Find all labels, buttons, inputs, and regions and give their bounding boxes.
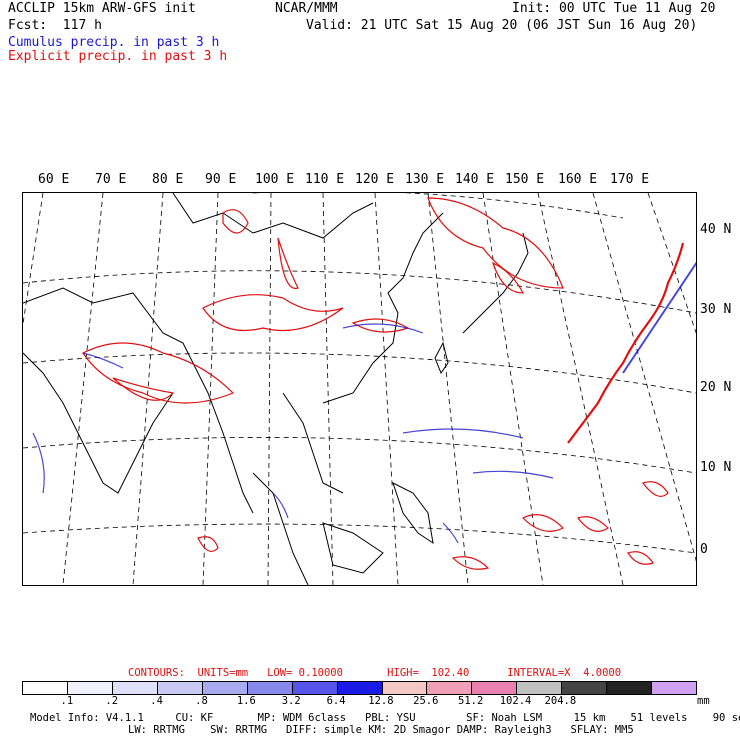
color-scale-tick: 3.2 [281, 695, 301, 707]
model-info-line1: Model Info: V4.1.1 CU: KF MP: WDM 6class… [30, 712, 740, 724]
lat-label: 0 [700, 542, 708, 557]
lat-line-30n [23, 270, 696, 314]
indochina-coast [282, 392, 344, 494]
lon-label: 90 E [205, 172, 237, 187]
forecast-hour: Fcst: 117 h [8, 18, 102, 33]
color-swatch [382, 682, 428, 694]
longitude-lines [23, 193, 696, 585]
borneo [322, 522, 384, 574]
lat-line-20n [23, 352, 696, 394]
lon-label: 70 E [95, 172, 127, 187]
explicit-label: Explicit precip. in past 3 h [8, 49, 228, 64]
lat-label: 30 N [700, 302, 732, 317]
color-swatch [472, 682, 518, 694]
lon-label: 160 E [558, 172, 598, 187]
mongolia-border [172, 193, 374, 239]
india-west-coast [23, 352, 174, 494]
philippines [392, 482, 434, 545]
color-swatch [652, 682, 697, 694]
color-scale-tick: 6.4 [326, 695, 346, 707]
lon-label: 120 E [355, 172, 395, 187]
precip-map [22, 192, 697, 586]
china-coast [322, 212, 444, 404]
cumulus-precip-contours [32, 261, 696, 544]
lon-label: 80 E [152, 172, 184, 187]
lat-label: 40 N [700, 222, 732, 237]
title-line1-left: ACCLIP 15km ARW-GFS init [8, 1, 196, 16]
india-coast [23, 287, 254, 514]
color-scale-tick: .1 [60, 695, 74, 707]
lon-label: 100 E [255, 172, 295, 187]
lon-label: 130 E [405, 172, 445, 187]
lat-line-0 [23, 523, 696, 554]
lat-label: 20 N [700, 380, 732, 395]
color-scale-tick: 25.6 [413, 695, 439, 707]
lon-label: 150 E [505, 172, 545, 187]
color-scale-tick: 204.8 [544, 695, 577, 707]
color-swatch [157, 682, 203, 694]
latitude-lines [23, 193, 696, 554]
color-scale-tick: .8 [195, 695, 208, 707]
lat-label: 10 N [700, 460, 732, 475]
init-time: Init: 00 UTC Tue 11 Aug 20 [512, 1, 716, 16]
color-scale-tick: 102.4 [499, 695, 532, 707]
model-info-line2: LW: RRTMG SW: RRTMG DIFF: simple KM: 2D … [128, 724, 634, 736]
color-swatch [67, 682, 113, 694]
color-swatch [202, 682, 248, 694]
lon-label: 110 E [305, 172, 345, 187]
color-scale-unit: mm [697, 695, 710, 707]
lon-label: 140 E [455, 172, 495, 187]
color-swatch [607, 682, 653, 694]
color-swatch [247, 682, 293, 694]
color-scale-tick: .2 [105, 695, 119, 707]
color-swatch [562, 682, 608, 694]
title-line1-center: NCAR/MMM [275, 1, 338, 16]
valid-time: Valid: 21 UTC Sat 15 Aug 20 (06 JST Sun … [306, 18, 698, 33]
color-swatch [337, 682, 383, 694]
japan [462, 232, 529, 334]
lat-line-10n [23, 437, 696, 474]
color-scale-tick: 1.6 [236, 695, 256, 707]
color-scale-tick: .4 [150, 695, 163, 707]
color-swatch [292, 682, 338, 694]
taiwan [434, 341, 449, 375]
malay-peninsula [252, 472, 309, 585]
color-swatch [517, 682, 563, 694]
color-swatch [427, 682, 473, 694]
lon-label: 60 E [38, 172, 70, 187]
coastlines [23, 193, 529, 585]
color-scale-bar [22, 681, 697, 695]
explicit-precip-contours [82, 197, 685, 570]
cumulus-label: Cumulus precip. in past 3 h [8, 35, 220, 50]
color-swatch [112, 682, 158, 694]
color-scale-tick: 51.2 [458, 695, 484, 707]
map-svg [23, 193, 696, 585]
lat-line-40n [253, 193, 624, 219]
lon-label: 170 E [610, 172, 650, 187]
color-swatch [23, 682, 68, 694]
color-scale-tick: 12.8 [368, 695, 394, 707]
contour-info: CONTOURS: UNITS=mm LOW= 0.10000 HIGH= 10… [128, 667, 622, 679]
